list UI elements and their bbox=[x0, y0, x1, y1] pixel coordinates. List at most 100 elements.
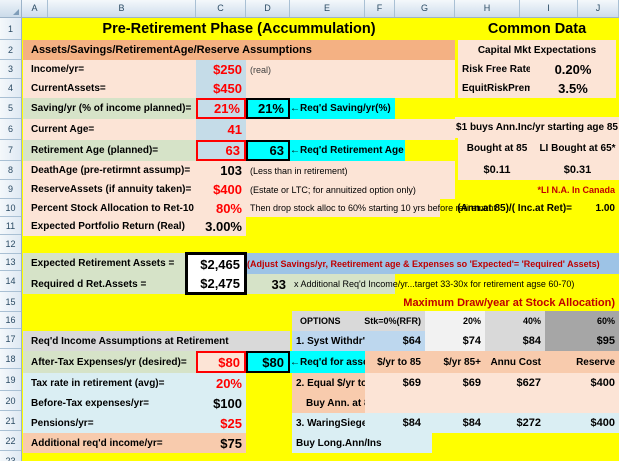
current-assets-label: CurrentAssets= bbox=[23, 79, 196, 98]
row-header-20[interactable]: 20 bbox=[0, 391, 21, 411]
column-header-F[interactable]: F bbox=[365, 0, 395, 17]
row-header-18[interactable]: 18 bbox=[0, 349, 21, 369]
equity-risk-premium-value[interactable]: 3.5% bbox=[530, 79, 616, 98]
saving-per-year-label: Saving/yr (% of income planned)= bbox=[23, 98, 196, 119]
row-header-21[interactable]: 21 bbox=[0, 411, 21, 431]
annuity-ratio-value[interactable]: 1.00 bbox=[576, 199, 619, 217]
row-header-15[interactable]: 15 bbox=[0, 292, 21, 312]
row-header-7[interactable]: 7 bbox=[0, 140, 21, 161]
page-title-left: Pre-Retirement Phase (Accummulation) bbox=[23, 18, 455, 40]
current-age-value[interactable]: 41 bbox=[196, 119, 246, 140]
tax-rate-value[interactable]: 20% bbox=[196, 373, 246, 393]
after-tax-expenses-value[interactable]: $80 bbox=[196, 351, 246, 373]
row-header-2[interactable]: 2 bbox=[0, 40, 21, 60]
income-per-year-label: Income/yr= bbox=[23, 60, 196, 79]
draw-option-3-label: 3. WaringSiegel $/yr to 85 bbox=[292, 413, 365, 433]
row-header-22[interactable]: 22 bbox=[0, 431, 21, 451]
death-age-value[interactable]: 103 bbox=[196, 161, 246, 180]
draw-option-3-value-3: $400 bbox=[545, 413, 619, 433]
select-all-corner[interactable] bbox=[0, 0, 22, 17]
row-header-6[interactable]: 6 bbox=[0, 119, 21, 140]
asset-multiple-value: 33 bbox=[247, 274, 290, 294]
after-tax-expenses-arrow-note: ←Req'd for assets bbox=[290, 351, 377, 373]
column-header-G[interactable]: G bbox=[395, 0, 455, 17]
bought-at-85-value[interactable]: $0.11 bbox=[458, 159, 536, 180]
draw-table-header-60: 60% bbox=[545, 311, 619, 331]
column-header-I[interactable]: I bbox=[520, 0, 578, 17]
retirement-age-value[interactable]: 63 bbox=[196, 140, 246, 161]
column-header-C[interactable]: C bbox=[196, 0, 246, 17]
row-header-8[interactable]: 8 bbox=[0, 161, 21, 180]
li-bought-at-65-value[interactable]: $0.31 bbox=[536, 159, 619, 180]
draw-option-2-sublabel: Buy Ann. at 85 bbox=[292, 393, 375, 413]
risk-free-rate-value[interactable]: 0.20% bbox=[530, 60, 616, 79]
retirement-age-arrow-note: ←Req'd Retirement Age bbox=[290, 140, 405, 161]
expected-return-value[interactable]: 3.00% bbox=[196, 217, 246, 236]
draw-table-header-stk0: Stk=0%(RFR) bbox=[364, 311, 425, 331]
required-retirement-assets-label: Required d Ret.Assets = bbox=[23, 274, 185, 294]
annuity-ratio-label: (Ann.at 85)/( Inc.at Ret)= bbox=[440, 199, 576, 217]
draw-option-2-value-2: $627 bbox=[485, 373, 545, 393]
row-header-strip: 1 2 3 4 5 6 7 8 9 10 11 12 13 14 15 16 1… bbox=[0, 18, 22, 461]
asset-multiple-note: x Additional Req'd Income/yr...target 33… bbox=[290, 274, 619, 294]
row-header-11[interactable]: 11 bbox=[0, 217, 21, 235]
retirement-age-required[interactable]: 63 bbox=[246, 140, 290, 161]
expected-retirement-assets-value[interactable]: $2,465 bbox=[185, 252, 247, 274]
draw-option-2-value-0: $69 bbox=[365, 373, 425, 393]
row-header-10[interactable]: 10 bbox=[0, 199, 21, 217]
column-header-B[interactable]: B bbox=[48, 0, 196, 17]
income-per-year-value[interactable]: $250 bbox=[196, 60, 246, 79]
saving-per-year-value[interactable]: 21% bbox=[196, 98, 246, 119]
capital-market-header: Capital Mkt Expectations bbox=[458, 40, 616, 60]
income-assumptions-header: Req'd Income Assumptions at Retirement bbox=[23, 331, 290, 351]
annuity-header: $1 buys Ann.Inc/yr starting age 85 bbox=[455, 117, 619, 138]
row-header-5[interactable]: 5 bbox=[0, 98, 21, 119]
row-header-23[interactable]: 23 bbox=[0, 451, 21, 461]
row-header-19[interactable]: 19 bbox=[0, 369, 21, 391]
pensions-value[interactable]: $25 bbox=[196, 413, 246, 433]
current-age-note bbox=[246, 119, 455, 140]
column-header-J[interactable]: J bbox=[578, 0, 619, 17]
bought-at-85-label: Bought at 85 bbox=[458, 138, 536, 159]
draw-subheader-yr-to-85: $/yr to 85 bbox=[365, 351, 425, 373]
saving-per-year-required[interactable]: 21% bbox=[246, 98, 290, 119]
draw-option-1-label: 1. Syst Withdr'l Plan bbox=[292, 331, 392, 351]
row-header-16[interactable]: 16 bbox=[0, 312, 21, 329]
saving-per-year-arrow-note: ←Req'd Saving/yr(%) bbox=[290, 98, 395, 119]
draw-option-3-value-1: $84 bbox=[425, 413, 485, 433]
stock-allocation-value[interactable]: 80% bbox=[196, 199, 246, 217]
equity-risk-premium-label: EquitRiskPrem bbox=[458, 79, 533, 98]
after-tax-expenses-label: After-Tax Expenses/yr (desired)= bbox=[23, 351, 196, 373]
row-header-12[interactable]: 12 bbox=[0, 235, 21, 254]
after-tax-expenses-required[interactable]: $80 bbox=[246, 351, 290, 373]
draw-subheader-annu-cost: Annu Cost bbox=[485, 351, 545, 373]
before-tax-expenses-value[interactable]: $100 bbox=[196, 393, 246, 413]
column-header-D[interactable]: D bbox=[246, 0, 290, 17]
column-header-H[interactable]: H bbox=[455, 0, 520, 17]
column-header-E[interactable]: E bbox=[290, 0, 365, 17]
assumptions-section-header: Assets/Savings/RetirementAge/Reserve Ass… bbox=[23, 40, 455, 60]
before-tax-expenses-label: Before-Tax expenses/yr= bbox=[23, 393, 196, 413]
death-age-note: (Less than in retirement) bbox=[246, 161, 455, 180]
max-draw-banner: Maximum Draw/year at Stock Allocation) bbox=[290, 294, 619, 311]
current-assets-value[interactable]: $450 bbox=[196, 79, 246, 98]
draw-subheader-reserve: Reserve bbox=[545, 351, 619, 373]
row-header-1[interactable]: 1 bbox=[0, 18, 21, 40]
row-header-14[interactable]: 14 bbox=[0, 271, 21, 292]
draw-option-1-value-2: $84 bbox=[485, 331, 545, 351]
row-header-4[interactable]: 4 bbox=[0, 79, 21, 98]
draw-option-2-value-1: $69 bbox=[425, 373, 485, 393]
column-header-A[interactable]: A bbox=[22, 0, 48, 17]
risk-free-rate-label: Risk Free Rate= bbox=[458, 60, 537, 79]
row-header-13[interactable]: 13 bbox=[0, 254, 21, 271]
reserve-assets-label: ReserveAssets (if annuity taken)= bbox=[23, 180, 196, 199]
draw-option-3-value-2: $272 bbox=[485, 413, 545, 433]
row-header-9[interactable]: 9 bbox=[0, 180, 21, 199]
row-header-17[interactable]: 17 bbox=[0, 329, 21, 349]
draw-table-header-options: OPTIONS bbox=[292, 311, 365, 331]
required-retirement-assets-value[interactable]: $2,475 bbox=[185, 274, 247, 295]
additional-income-value[interactable]: $75 bbox=[196, 433, 246, 453]
reserve-assets-value[interactable]: $400 bbox=[196, 180, 246, 199]
row-header-3[interactable]: 3 bbox=[0, 60, 21, 79]
tax-rate-label: Tax rate in retirement (avg)= bbox=[23, 373, 196, 393]
